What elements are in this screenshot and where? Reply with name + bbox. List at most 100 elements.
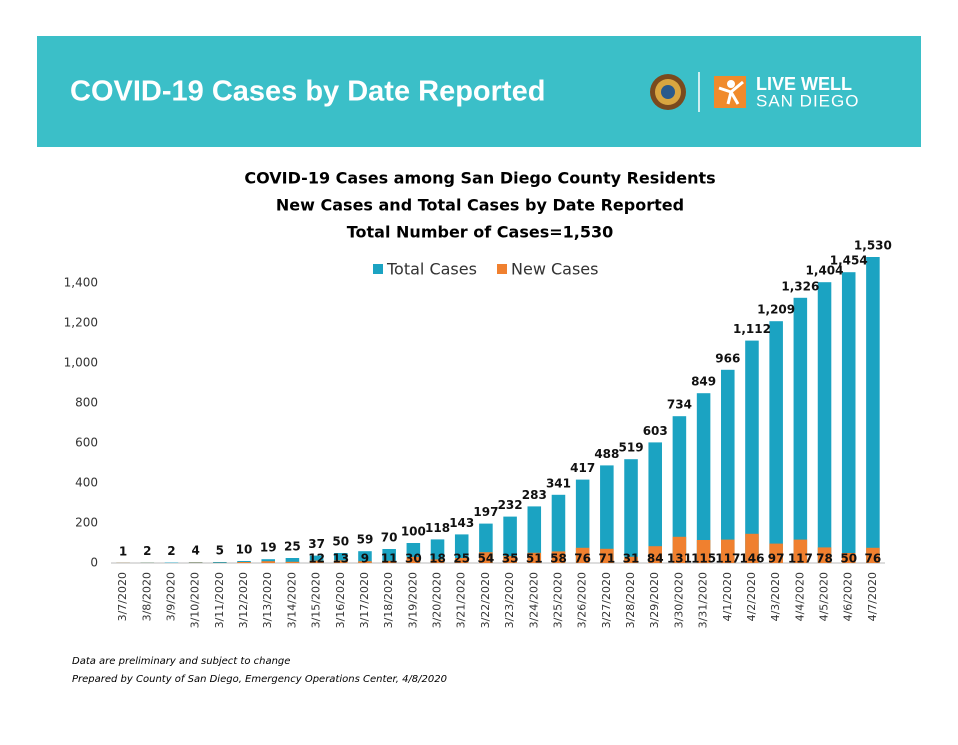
data-label: 13 — [332, 552, 349, 566]
x-tick-label: 3/15/2020 — [310, 572, 323, 628]
data-label: 117 — [715, 552, 740, 566]
data-label: 59 — [357, 533, 374, 547]
legend-swatch — [497, 264, 507, 274]
data-label: 50 — [332, 535, 349, 549]
data-label: 76 — [865, 552, 882, 566]
y-tick-label: 600 — [75, 436, 98, 450]
bar — [842, 272, 856, 563]
x-tick-label: 3/16/2020 — [334, 572, 347, 628]
live-well-icon — [714, 76, 746, 108]
data-label: 25 — [284, 540, 301, 554]
data-label: 9 — [361, 552, 369, 566]
data-label: 70 — [381, 531, 398, 545]
x-tick-label: 3/18/2020 — [382, 572, 395, 628]
bar — [648, 442, 662, 563]
x-tick-label: 3/27/2020 — [600, 572, 613, 628]
data-label: 283 — [522, 488, 547, 502]
legend-swatch — [373, 264, 383, 274]
data-label: 84 — [647, 552, 664, 566]
chart-title: New Cases and Total Cases by Date Report… — [276, 196, 684, 215]
data-label: 11 — [381, 552, 398, 566]
y-tick-label: 400 — [75, 476, 98, 490]
data-label: 197 — [473, 505, 498, 519]
data-label: 1,530 — [854, 239, 892, 253]
data-label: 131 — [667, 552, 692, 566]
data-label: 100 — [401, 525, 426, 539]
x-tick-label: 4/4/2020 — [793, 572, 806, 621]
chart-title: COVID-19 Cases among San Diego County Re… — [244, 169, 715, 188]
county-seal — [650, 74, 686, 110]
data-label: 51 — [526, 552, 543, 566]
data-label: 1,209 — [757, 303, 795, 317]
bar — [600, 465, 614, 563]
chart-title: Total Number of Cases=1,530 — [347, 223, 613, 242]
note: Data are preliminary and subject to chan… — [72, 656, 290, 667]
x-tick-label: 3/29/2020 — [648, 572, 661, 628]
data-label: 1 — [119, 544, 127, 558]
x-tick-label: 3/23/2020 — [503, 572, 516, 628]
data-label: 5 — [216, 544, 224, 558]
bar — [261, 561, 275, 563]
x-tick-label: 4/6/2020 — [842, 572, 855, 621]
data-label: 117 — [788, 552, 813, 566]
x-tick-label: 3/13/2020 — [261, 572, 274, 628]
x-tick-label: 3/11/2020 — [213, 572, 226, 628]
data-label: 488 — [594, 447, 619, 461]
x-tick-label: 3/19/2020 — [406, 572, 419, 628]
x-tick-label: 3/21/2020 — [455, 572, 468, 628]
note: Prepared by County of San Diego, Emergen… — [72, 674, 447, 685]
y-tick-label: 0 — [90, 556, 98, 570]
x-tick-label: 3/8/2020 — [140, 572, 153, 621]
data-label: 2 — [143, 544, 151, 558]
legend-label: New Cases — [511, 260, 598, 279]
bar — [866, 257, 880, 563]
data-label: 849 — [691, 375, 716, 389]
logo-text: SAN DIEGO — [756, 91, 859, 110]
data-label: 12 — [308, 552, 325, 566]
bar — [721, 370, 735, 563]
y-tick-label: 200 — [75, 516, 98, 530]
y-tick-label: 1,000 — [64, 356, 98, 370]
x-tick-label: 3/12/2020 — [237, 572, 250, 628]
data-label: 4 — [191, 544, 199, 558]
data-label: 2 — [167, 544, 175, 558]
data-label: 1,112 — [733, 322, 771, 336]
bar — [745, 341, 759, 563]
y-tick-label: 1,200 — [64, 316, 98, 330]
data-label: 54 — [478, 552, 495, 566]
x-tick-label: 3/31/2020 — [697, 572, 710, 628]
x-tick-label: 3/20/2020 — [431, 572, 444, 628]
data-label: 37 — [308, 537, 325, 551]
x-tick-label: 3/14/2020 — [285, 572, 298, 628]
data-label: 417 — [570, 461, 595, 475]
x-tick-label: 3/25/2020 — [551, 572, 564, 628]
x-tick-label: 3/26/2020 — [576, 572, 589, 628]
x-tick-label: 4/2/2020 — [745, 572, 758, 621]
data-label: 1,454 — [830, 254, 868, 268]
bar — [286, 562, 300, 563]
data-label: 603 — [643, 424, 668, 438]
data-label: 25 — [453, 552, 470, 566]
data-label: 50 — [840, 552, 857, 566]
data-label: 146 — [739, 552, 764, 566]
x-tick-label: 3/9/2020 — [164, 572, 177, 621]
data-label: 143 — [449, 516, 474, 530]
data-label: 10 — [236, 543, 253, 557]
bar — [237, 562, 251, 563]
bar — [818, 282, 832, 563]
bar — [624, 459, 638, 563]
bar — [794, 298, 808, 563]
data-label: 341 — [546, 476, 571, 490]
data-label: 78 — [816, 552, 833, 566]
x-tick-label: 4/1/2020 — [721, 572, 734, 621]
x-tick-label: 3/17/2020 — [358, 572, 371, 628]
data-label: 519 — [619, 441, 644, 455]
data-label: 1,326 — [781, 279, 819, 293]
bar — [769, 321, 783, 563]
data-label: 232 — [498, 498, 523, 512]
data-label: 18 — [429, 552, 446, 566]
x-tick-label: 4/7/2020 — [866, 572, 879, 621]
data-label: 71 — [598, 552, 615, 566]
y-tick-label: 800 — [75, 396, 98, 410]
